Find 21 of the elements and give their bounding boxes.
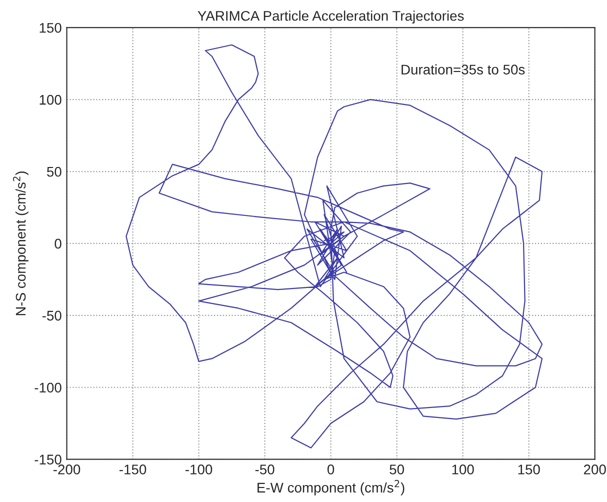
x-tick-label: 200 <box>584 464 606 474</box>
line-series <box>126 44 543 448</box>
x-tick-label: 100 <box>452 464 474 474</box>
y-tick-label: -50 <box>42 310 62 321</box>
y-axis-title: N-S component (cm/s$^{2}$) <box>13 172 28 316</box>
x-tick-label: 0 <box>327 464 334 474</box>
chart-title: YARIMCA Particle Acceleration Trajectories <box>198 10 464 24</box>
y-tick-label: 100 <box>40 94 62 105</box>
y-tick-label: -100 <box>34 382 62 393</box>
y-tick-label: 50 <box>47 166 62 177</box>
y-tick-label: 0 <box>54 238 62 249</box>
y-tick-label: 150 <box>40 22 62 33</box>
x-axis-title: E-W component (cm/s$^{2}$) <box>258 480 404 496</box>
x-tick-label: -100 <box>186 464 212 474</box>
x-tick-label: -200 <box>53 464 80 474</box>
annotation: Duration=35s to 50s <box>402 64 525 75</box>
x-tick-label: 50 <box>390 464 404 474</box>
y-tick-label: -150 <box>34 454 62 464</box>
x-tick-label: -150 <box>120 464 146 474</box>
x-tick-label: -50 <box>255 464 274 474</box>
x-tick-label: 150 <box>518 464 540 474</box>
